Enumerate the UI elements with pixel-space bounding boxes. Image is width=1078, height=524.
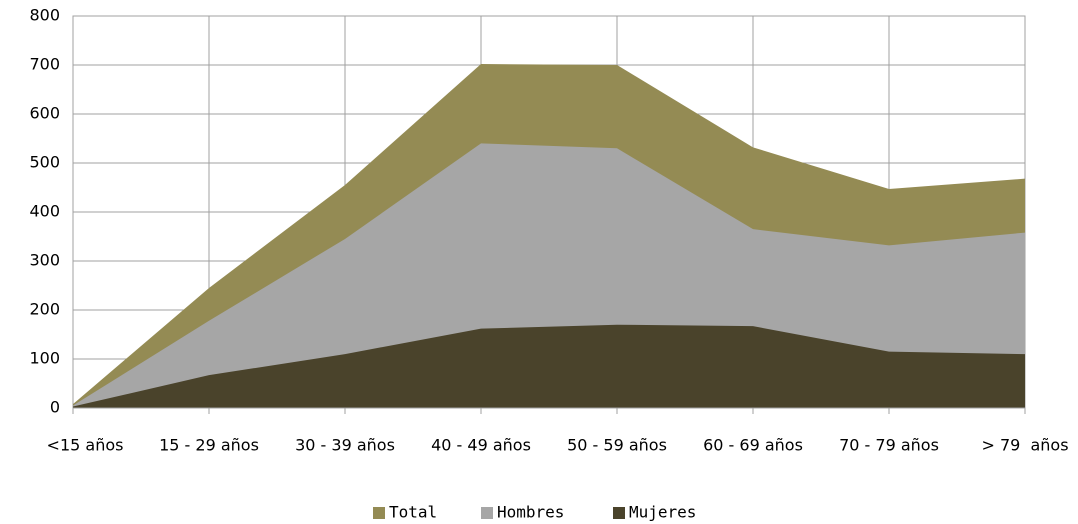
y-tick-label: 800	[29, 6, 60, 25]
x-tick-label: 70 - 79 años	[839, 436, 939, 455]
area	[73, 324, 1025, 408]
y-tick-label: 600	[29, 104, 60, 123]
y-tick-label: 100	[29, 349, 60, 368]
legend-swatch	[613, 507, 625, 519]
legend-swatch	[373, 507, 385, 519]
x-tick-label: 60 - 69 años	[703, 436, 803, 455]
x-tick-label: 40 - 49 años	[431, 436, 531, 455]
x-tick-label: 15 - 29 años	[159, 436, 259, 455]
x-tick-label: <15 años	[47, 436, 124, 455]
legend-label: Total	[389, 503, 437, 522]
x-tick-label: 50 - 59 años	[567, 436, 667, 455]
x-tick-label: > 79 años	[981, 436, 1068, 455]
legend-label: Hombres	[497, 503, 564, 522]
legend-swatch	[481, 507, 493, 519]
y-tick-label: 400	[29, 202, 60, 221]
y-tick-label: 300	[29, 251, 60, 270]
y-tick-label: 0	[50, 398, 60, 417]
x-tick-label: 30 - 39 años	[295, 436, 395, 455]
y-tick-label: 500	[29, 153, 60, 172]
y-tick-label: 200	[29, 300, 60, 319]
y-tick-label: 700	[29, 55, 60, 74]
legend-label: Mujeres	[629, 503, 696, 522]
